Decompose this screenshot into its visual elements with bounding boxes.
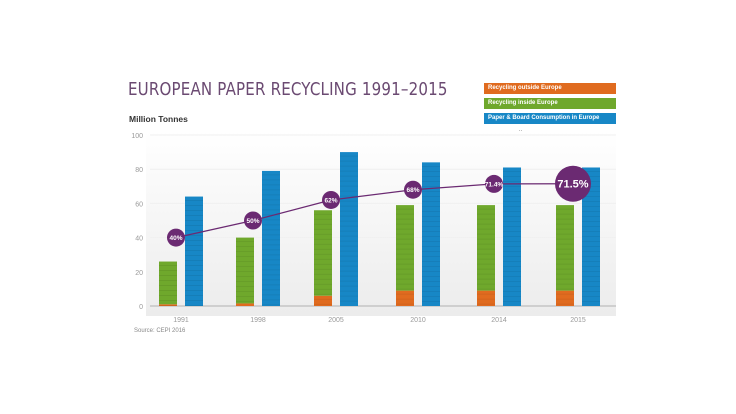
legend-item-inside: Recycling inside Europe <box>484 98 616 109</box>
bar-recycling-inside <box>236 237 254 304</box>
legend-label: Recycling outside Europe <box>488 85 562 91</box>
plot-background <box>146 131 616 316</box>
bar-recycling-inside <box>396 205 414 291</box>
legend-item-consumption: Paper & Board Consumption in Europe <box>484 113 616 124</box>
rate-data-label: 71.4% <box>485 181 504 188</box>
x-tick-label: 2005 <box>328 317 344 324</box>
y-tick-label: 40 <box>135 236 143 243</box>
bar-recycling-inside <box>314 210 332 296</box>
bar-recycling-inside <box>556 205 574 291</box>
rate-line <box>175 183 574 239</box>
bar-consumption <box>185 196 203 306</box>
x-tick-label: 1998 <box>250 317 266 324</box>
bar-recycling-inside <box>477 205 495 291</box>
rate-marker <box>555 165 591 202</box>
rate-marker <box>485 174 503 193</box>
y-tick-label: 60 <box>135 201 143 208</box>
y-tick-label: 0 <box>139 304 143 311</box>
chart-title: EUROPEAN PAPER RECYCLING 1991–2015 <box>128 80 448 100</box>
rate-marker <box>167 228 185 247</box>
bar-consumption <box>582 167 600 306</box>
legend-item-outside: Recycling outside Europe <box>484 83 616 94</box>
rate-marker <box>404 180 422 199</box>
bar-recycling-outside <box>314 295 332 306</box>
y-tick-label: 100 <box>131 133 143 140</box>
x-tick-label: 2014 <box>491 317 507 324</box>
bar-recycling-outside <box>236 303 254 306</box>
bar-consumption <box>262 170 280 306</box>
x-tick-label: 2015 <box>570 317 586 324</box>
x-tick-label: 1991 <box>173 317 189 324</box>
rate-data-label: 40% <box>169 235 182 242</box>
y-tick-label: 80 <box>135 167 143 174</box>
source-note: Source: CEPI 2016 <box>134 328 186 334</box>
legend-label: Paper & Board Consumption in Europe <box>488 115 600 121</box>
bar-consumption <box>340 152 358 306</box>
rate-marker <box>244 211 262 230</box>
y-tick-label: 20 <box>135 270 143 277</box>
y-axis-label: Million Tonnes <box>129 114 188 124</box>
rate-data-label: 50% <box>246 218 259 225</box>
bar-recycling-inside <box>159 261 177 305</box>
rate-data-label: 68% <box>406 187 419 194</box>
bar-consumption <box>422 162 440 306</box>
bar-recycling-outside <box>477 290 495 306</box>
legend-label: Recycling inside Europe <box>488 100 558 106</box>
rate-marker <box>322 190 340 209</box>
bar-recycling-outside <box>396 290 414 306</box>
bar-recycling-outside <box>159 304 177 306</box>
rate-data-label: 71.5% <box>557 179 588 191</box>
bar-consumption <box>503 167 521 306</box>
x-tick-label: 2010 <box>410 317 426 324</box>
rate-data-label: 62% <box>324 197 337 204</box>
bar-recycling-outside <box>556 290 574 306</box>
